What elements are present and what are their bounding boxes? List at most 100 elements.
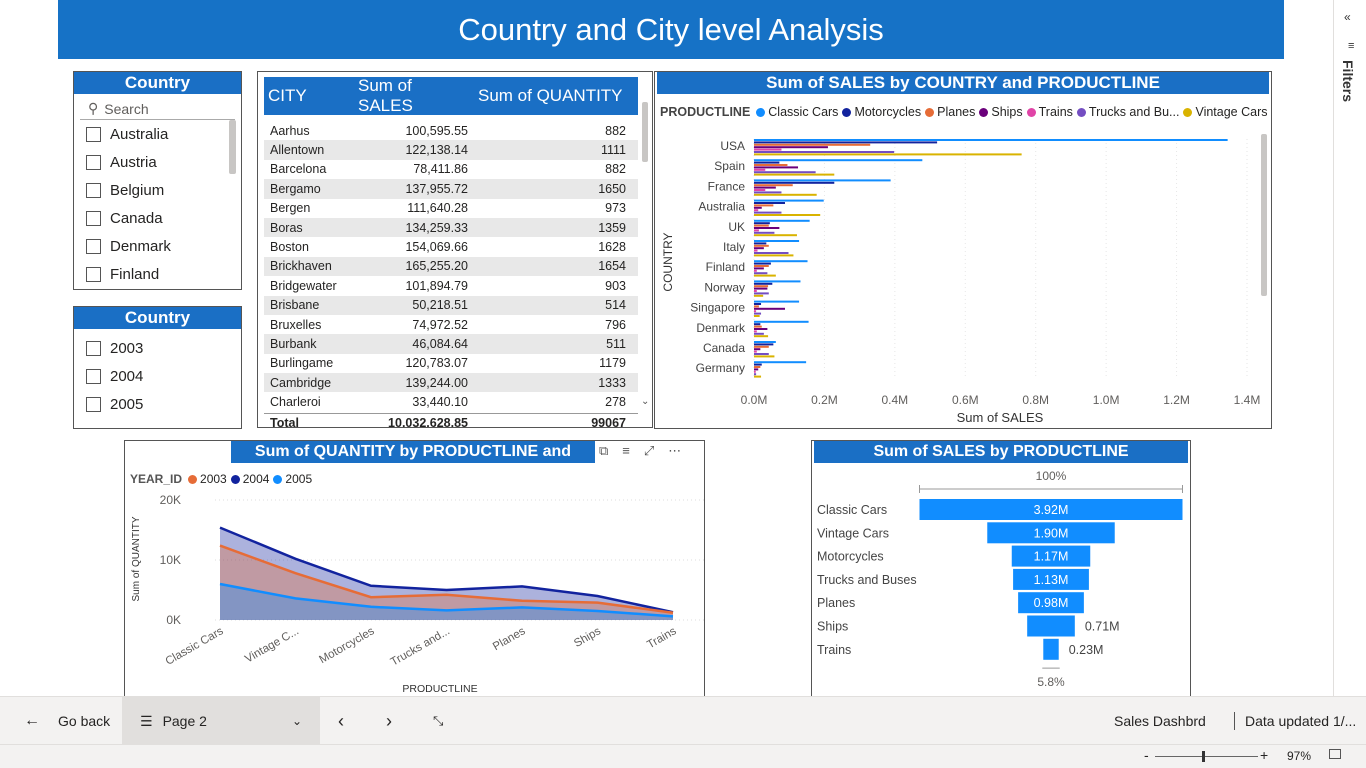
bar-mark[interactable] bbox=[754, 252, 789, 254]
bar-mark[interactable] bbox=[754, 224, 769, 227]
table-row[interactable]: Bergen 111,640.28 973 bbox=[264, 199, 638, 218]
bar-mark[interactable] bbox=[754, 315, 760, 317]
zoom-in-button[interactable]: + bbox=[1260, 747, 1269, 763]
year-slicer-item[interactable]: 2004 bbox=[74, 362, 241, 390]
go-back-button[interactable]: ← Go back bbox=[24, 697, 110, 745]
bar-mark[interactable] bbox=[754, 366, 761, 368]
legend-item[interactable]: 2003 bbox=[188, 472, 227, 486]
table-row[interactable]: Allentown 122,138.14 1111 bbox=[264, 140, 638, 160]
checkbox-icon[interactable] bbox=[86, 154, 101, 170]
bar-mark[interactable] bbox=[754, 287, 768, 290]
bar-mark[interactable] bbox=[754, 141, 938, 144]
bar-mark[interactable] bbox=[754, 330, 757, 333]
bar-mark[interactable] bbox=[754, 173, 835, 176]
bar-mark[interactable] bbox=[754, 300, 800, 303]
bar-mark[interactable] bbox=[754, 148, 782, 151]
table-row[interactable]: Barcelona 78,411.86 882 bbox=[264, 160, 638, 179]
bar-chart-scrollbar[interactable] bbox=[1261, 134, 1267, 296]
bar-mark[interactable] bbox=[754, 168, 766, 171]
bar-mark[interactable] bbox=[754, 363, 762, 366]
country-slicer-item[interactable]: Denmark bbox=[74, 232, 241, 260]
fit-to-page-icon[interactable] bbox=[1329, 749, 1341, 759]
legend-item[interactable]: Trains bbox=[1026, 105, 1073, 119]
funnel-bar[interactable] bbox=[987, 522, 1115, 544]
bar-mark[interactable] bbox=[754, 199, 824, 202]
table-row[interactable]: Burlingame 120,783.07 1179 bbox=[264, 354, 638, 373]
bar-mark[interactable] bbox=[754, 370, 756, 373]
checkbox-icon[interactable] bbox=[86, 182, 101, 198]
table-row[interactable]: Brickhaven 165,255.20 1654 bbox=[264, 256, 638, 277]
bar-mark[interactable] bbox=[754, 262, 771, 265]
bar-mark[interactable] bbox=[754, 343, 774, 346]
bar-mark[interactable] bbox=[754, 282, 773, 285]
more-options-icon[interactable]: ⋯ bbox=[668, 443, 682, 458]
bar-mark[interactable] bbox=[754, 260, 808, 263]
bar-mark[interactable] bbox=[754, 368, 759, 371]
year-slicer-item[interactable]: 2005 bbox=[74, 390, 241, 418]
bar-mark[interactable] bbox=[754, 310, 757, 313]
bar-mark[interactable] bbox=[754, 184, 793, 187]
bar-mark[interactable] bbox=[754, 229, 759, 232]
bar-mark[interactable] bbox=[754, 209, 759, 212]
series-line[interactable] bbox=[219, 526, 674, 614]
bar-mark[interactable] bbox=[754, 269, 757, 272]
funnel-bar[interactable] bbox=[1027, 615, 1075, 637]
legend-item[interactable]: 2005 bbox=[273, 472, 312, 486]
bar-mark[interactable] bbox=[754, 320, 809, 323]
zoom-slider[interactable] bbox=[1155, 756, 1258, 757]
bar-mark[interactable] bbox=[754, 345, 769, 348]
zoom-out-button[interactable]: - bbox=[1144, 747, 1149, 763]
bar-mark[interactable] bbox=[754, 348, 761, 351]
bar-mark[interactable] bbox=[754, 373, 757, 376]
year-slicer-item[interactable]: 2003 bbox=[74, 334, 241, 362]
bar-mark[interactable] bbox=[754, 361, 807, 364]
bar-mark[interactable] bbox=[754, 227, 780, 229]
country-slicer-item[interactable]: Australia bbox=[74, 120, 241, 148]
bar-mark[interactable] bbox=[754, 285, 769, 288]
country-slicer-item[interactable]: Finland bbox=[74, 260, 241, 288]
table-row[interactable]: Bergamo 137,955.72 1650 bbox=[264, 179, 638, 199]
bar-mark[interactable] bbox=[754, 202, 785, 204]
bar-mark[interactable] bbox=[754, 171, 816, 174]
bar-mark[interactable] bbox=[754, 312, 762, 315]
bar-mark[interactable] bbox=[754, 231, 775, 234]
bar-mark[interactable] bbox=[754, 211, 782, 214]
exit-fullscreen-button[interactable]: ⤡ bbox=[433, 697, 443, 745]
bar-mark[interactable] bbox=[754, 206, 762, 209]
bar-mark[interactable] bbox=[754, 244, 769, 247]
bar-mark[interactable] bbox=[754, 303, 762, 305]
bar-mark[interactable] bbox=[754, 164, 788, 166]
bar-mark[interactable] bbox=[754, 265, 769, 267]
bar-mark[interactable] bbox=[754, 328, 768, 330]
bar-mark[interactable] bbox=[754, 353, 769, 355]
bar-mark[interactable] bbox=[754, 181, 835, 184]
bar-mark[interactable] bbox=[754, 249, 758, 252]
legend-item[interactable]: Ships bbox=[979, 105, 1023, 119]
bar-mark[interactable] bbox=[754, 307, 785, 310]
bar-mark[interactable] bbox=[754, 325, 762, 328]
bar-mark[interactable] bbox=[754, 335, 769, 338]
checkbox-icon[interactable] bbox=[86, 340, 101, 356]
bar-mark[interactable] bbox=[754, 214, 821, 216]
bar-mark[interactable] bbox=[754, 254, 794, 257]
series-line[interactable] bbox=[219, 544, 674, 615]
legend-item[interactable]: 2004 bbox=[230, 472, 269, 486]
funnel-bar[interactable] bbox=[1011, 545, 1091, 567]
legend-item[interactable]: Planes bbox=[925, 105, 975, 119]
checkbox-icon[interactable] bbox=[86, 266, 101, 282]
funnel-bar[interactable] bbox=[1018, 592, 1084, 614]
legend-item[interactable]: Classic Cars bbox=[756, 105, 838, 119]
table-row[interactable]: Brisbane 50,218.51 514 bbox=[264, 295, 638, 315]
bar-mark[interactable] bbox=[754, 341, 776, 343]
checkbox-icon[interactable] bbox=[86, 210, 101, 226]
copy-icon[interactable]: ⧉ bbox=[599, 443, 609, 458]
country-slicer-item[interactable]: Austria bbox=[74, 148, 241, 176]
checkbox-icon[interactable] bbox=[86, 238, 101, 254]
column-header-city[interactable]: CITY bbox=[268, 86, 307, 105]
legend-item[interactable]: Trucks and Bu... bbox=[1076, 105, 1179, 119]
checkbox-icon[interactable] bbox=[86, 396, 101, 412]
bar-mark[interactable] bbox=[754, 204, 774, 207]
column-header-sales[interactable]: Sum of SALES bbox=[358, 76, 413, 115]
bar-mark[interactable] bbox=[754, 151, 895, 153]
filter-icon[interactable]: ≡ bbox=[622, 443, 630, 458]
